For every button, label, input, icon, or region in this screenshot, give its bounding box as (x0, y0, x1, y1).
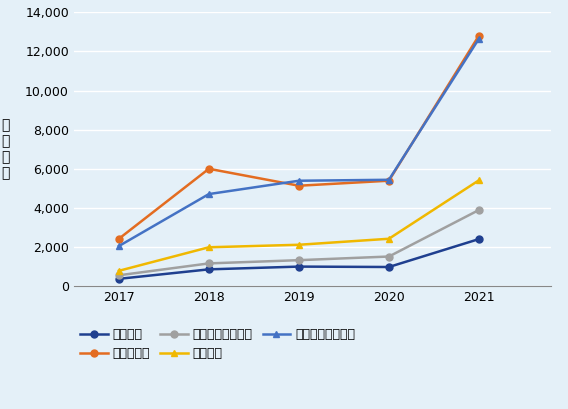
Line: ジョージア: ジョージア (115, 32, 482, 242)
テネシー (295, 242, 302, 247)
テネシー (115, 268, 122, 273)
テネシー (475, 178, 482, 183)
ジョージア (386, 178, 392, 183)
テネシー (206, 245, 212, 250)
サウスカロライナ (295, 258, 302, 263)
アラバマ (295, 264, 302, 269)
Line: アラバマ: アラバマ (115, 236, 482, 282)
Line: サウスカロライナ: サウスカロライナ (115, 207, 482, 279)
ノースカロライナ (386, 178, 392, 182)
サウスカロライナ (386, 254, 392, 259)
Line: テネシー: テネシー (115, 177, 482, 274)
Line: ノースカロライナ: ノースカロライナ (115, 35, 482, 249)
ジョージア (115, 236, 122, 241)
テネシー (386, 236, 392, 241)
ノースカロライナ (115, 244, 122, 249)
アラバマ (115, 276, 122, 281)
サウスカロライナ (115, 273, 122, 278)
アラバマ (475, 237, 482, 242)
Legend: アラバマ, ジョージア, サウスカロライナ, テネシー, ノースカロライナ: アラバマ, ジョージア, サウスカロライナ, テネシー, ノースカロライナ (80, 328, 355, 360)
ジョージア (295, 183, 302, 188)
サウスカロライナ (206, 261, 212, 266)
ノースカロライナ (475, 36, 482, 41)
Y-axis label: 販
売
台
数: 販 売 台 数 (2, 118, 10, 181)
ジョージア (206, 166, 212, 171)
サウスカロライナ (475, 207, 482, 212)
アラバマ (386, 265, 392, 270)
ノースカロライナ (295, 178, 302, 183)
ノースカロライナ (206, 191, 212, 196)
ジョージア (475, 33, 482, 38)
アラバマ (206, 267, 212, 272)
